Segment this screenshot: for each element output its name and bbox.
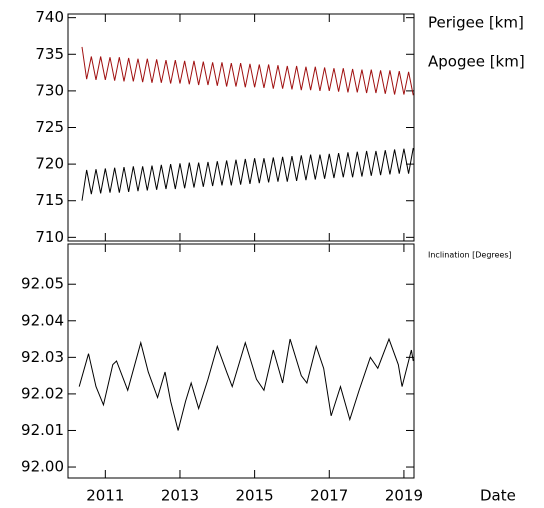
y-tick-label: 735 xyxy=(35,45,64,63)
series-line xyxy=(81,147,414,201)
x-axis-label: Date xyxy=(480,487,516,505)
y-tick-label: 710 xyxy=(35,228,64,246)
y-tick-label: 92.00 xyxy=(21,458,64,476)
series-line xyxy=(81,46,414,96)
y-tick-label: 725 xyxy=(35,118,64,136)
legend-perigee: Perigee [km] xyxy=(428,14,524,32)
x-tick-label: 2017 xyxy=(310,487,348,505)
x-tick-label: 2013 xyxy=(161,487,199,505)
x-tick-label: 2019 xyxy=(385,487,423,505)
bottom-frame xyxy=(67,243,415,479)
legend-apogee: Apogee [km] xyxy=(428,53,525,71)
y-tick-label: 740 xyxy=(35,8,64,26)
y-tick-label: 730 xyxy=(35,81,64,99)
x-tick-label: 2015 xyxy=(236,487,274,505)
series-line xyxy=(78,337,414,431)
x-tick-label: 2011 xyxy=(86,487,124,505)
y-tick-label: 720 xyxy=(35,155,64,173)
legend-inclination: Inclination [Degrees] xyxy=(428,251,512,260)
y-tick-label: 92.03 xyxy=(21,348,64,366)
y-tick-label: 92.04 xyxy=(21,311,64,329)
y-tick-label: 92.01 xyxy=(21,421,64,439)
y-tick-label: 92.05 xyxy=(21,275,64,293)
y-tick-label: 92.02 xyxy=(21,384,64,402)
top-frame xyxy=(67,13,415,242)
y-tick-label: 715 xyxy=(35,191,64,209)
